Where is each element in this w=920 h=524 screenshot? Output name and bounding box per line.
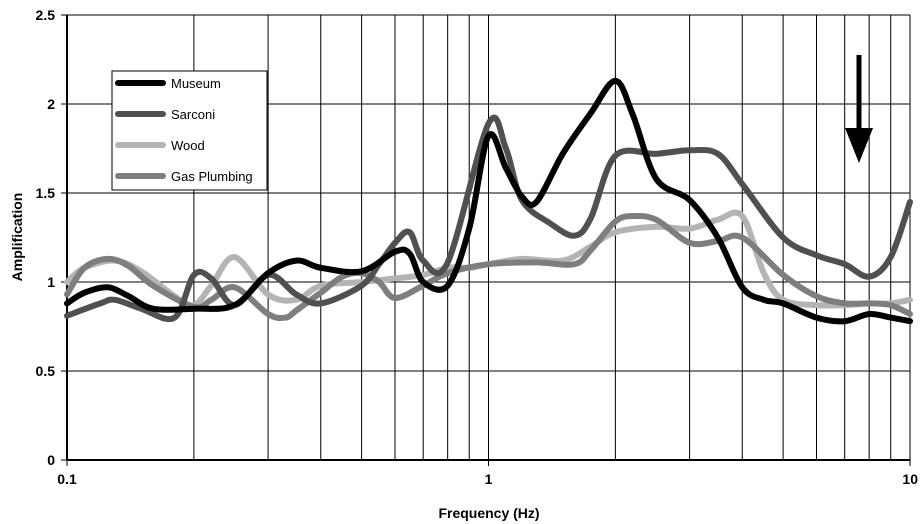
x-tick-label: 1 [485, 471, 493, 487]
y-axis-title: Amplification [9, 193, 25, 282]
y-tick-label: 2 [47, 96, 55, 112]
series-line-sarconi [64, 114, 913, 322]
y-tick-label: 1 [47, 274, 55, 290]
legend-box [111, 70, 268, 191]
x-tick-label: 0.1 [57, 471, 77, 487]
series-layer [64, 77, 913, 325]
legend: Museum Sarconi Wood Gas Plumbing [111, 70, 268, 191]
legend-label-wood: Wood [171, 138, 205, 153]
y-tick-label: 0.5 [36, 363, 56, 379]
legend-label-gas-plumbing: Gas Plumbing [171, 169, 253, 184]
x-axis-title: Frequency (Hz) [438, 505, 539, 521]
y-tick-label: 1.5 [36, 185, 56, 201]
y-tick-label: 2.5 [36, 7, 56, 23]
annotation-layer [845, 55, 873, 163]
x-tick-label: 10 [902, 471, 918, 487]
series-line-museum [64, 77, 913, 325]
legend-label-museum: Museum [171, 76, 221, 91]
y-tick-label: 0 [47, 452, 55, 468]
series-line-gas-plumbing [64, 212, 913, 322]
legend-label-sarconi: Sarconi [171, 107, 215, 122]
axis-layer: 0 0.5 1 1.5 2 2.5 0.1 1 10 [36, 7, 919, 487]
down-arrow-icon [845, 128, 873, 163]
